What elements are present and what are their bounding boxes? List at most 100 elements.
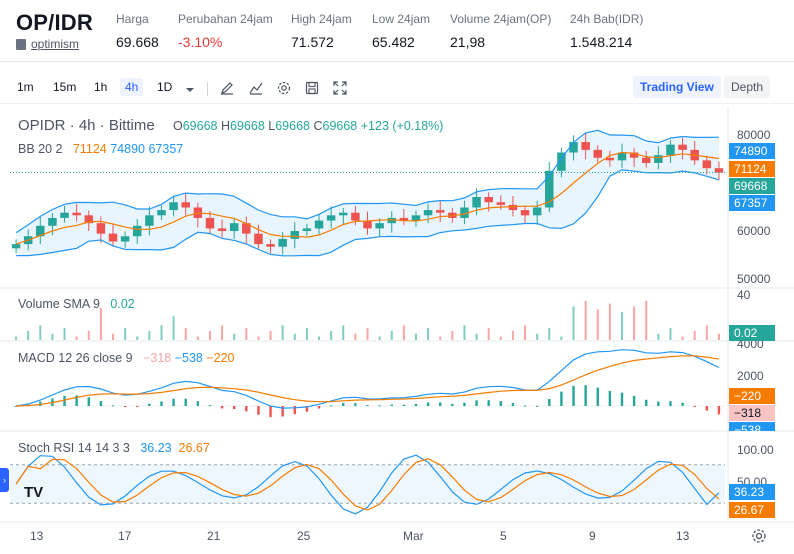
macd-histogram-bar [487,400,490,406]
macd-histogram-bar [499,401,503,406]
macd-histogram-bar [632,395,636,406]
fullscreen-icon[interactable] [333,81,347,95]
macd-histogram-bar [281,406,284,417]
macd-histogram-bar [669,401,672,406]
legend-change: +123 (+0.18%) [360,119,444,133]
macd-histogram-bar [511,403,515,406]
macd-histogram-bar [123,406,127,408]
candle-body [229,223,239,232]
candle-body [145,215,154,226]
macd-histogram-bar [305,406,309,412]
bb-mid-value: 74890 [110,142,145,156]
volume-bar [124,328,127,340]
price-tick: 60000 [737,224,771,238]
candle-body [242,223,251,234]
pair-subtitle[interactable]: optimism [16,37,79,51]
time-tick: 25 [297,529,311,543]
candle-body [375,223,384,229]
vol-value: 0.02 [110,297,135,311]
interval-1m[interactable]: 1m [17,80,34,94]
legend-o-value: 69668 [182,119,218,133]
bb-lower-value: 67357 [148,142,184,156]
trading-view-tab[interactable]: Trading View [633,76,721,98]
macd-histogram-bar [451,403,454,406]
candle-body [435,210,445,213]
candle-body [678,144,687,150]
tradingview-logo: TV [24,484,44,501]
macd-histogram-bar [354,403,357,406]
volume-bar [318,336,321,340]
candle-body [205,217,215,229]
volume-bar [99,307,102,340]
candle-body [654,155,663,163]
volume-tick: 40 [737,288,751,302]
macd-histogram-bar [99,401,103,406]
volume-bar [487,328,490,340]
stoch-label: Stoch RSI 14 14 3 3 [18,441,130,455]
draw-icon[interactable] [220,81,234,95]
candle-body [169,202,178,211]
legend-c-value: 69668 [322,119,358,133]
macd-histogram-bar [342,402,345,406]
candle-body [326,215,336,221]
volume-bar [281,325,284,340]
candle-body [108,233,118,242]
price-tick: 50000 [737,272,771,286]
macd-histogram-bar [560,391,563,406]
volume-bar [136,336,139,340]
macd-histogram-bar [426,402,430,406]
time-tick: 13 [30,529,44,543]
volume-price-label: 0.02 [729,325,775,341]
volume-bar [548,328,551,340]
bb-lower-line [16,169,720,257]
indicator-icon[interactable] [249,81,263,95]
chevron-down-icon[interactable] [183,83,197,97]
macd-histogram-bar [572,385,575,406]
volume-bar [717,333,720,340]
candle-body [520,210,530,216]
chart-settings-icon[interactable] [751,528,767,544]
volume-bar [305,328,308,340]
depth-tab[interactable]: Depth [724,76,771,98]
volume-bar [366,328,369,340]
time-tick: 13 [676,529,690,543]
stat-low: Low 24jam 65.482 [372,12,430,50]
interval-1h[interactable]: 1h [94,80,108,94]
candle-body [72,212,81,216]
legend-symbol: OPIDR · 4h · Bittime [18,117,155,134]
side-panel-toggle[interactable]: › [0,468,9,492]
stoch-d-line [15,458,720,511]
settings-icon[interactable] [277,81,291,95]
interval-15m[interactable]: 15m [53,80,77,94]
coin-link[interactable]: optimism [31,37,80,51]
volume-bar [160,325,163,340]
legend-bb[interactable]: BB 20 2 71124 74890 67357 [18,142,183,156]
bb-upper-value: 71124 [72,142,107,156]
macd-signal-price-label: −220 [729,388,775,404]
volume-bar [378,336,381,340]
time-tick: 9 [589,529,596,543]
macd-histogram-bar [645,399,648,406]
stat-value: 1.548.214 [570,34,633,50]
interval-4h[interactable]: 4h [120,78,144,96]
macd-signal-line [16,355,720,407]
bb-upper-line [15,129,719,234]
candle-body [641,157,651,163]
volume-bar [184,328,187,340]
bb-mid-price-label: 71124 [729,161,775,177]
pair-title: OP/IDR [16,10,93,35]
stoch-d-value: 26.67 [178,441,210,455]
macd-histogram-bar [548,398,551,406]
macd-hist-price-label: −318 [729,405,775,421]
save-icon[interactable] [305,81,319,95]
volume-bar [511,330,514,340]
macd-histogram-bar [329,405,333,407]
legend-volume[interactable]: Volume SMA 9 0.02 [18,297,135,311]
legend-macd[interactable]: MACD 12 26 close 9 −318 −538 −220 [18,351,235,365]
legend-stoch[interactable]: Stoch RSI 14 14 3 3 36.23 26.67 [18,441,210,455]
macd-histogram-bar [148,403,151,406]
macd-histogram-bar [136,406,139,407]
interval-1d[interactable]: 1D [157,80,173,94]
candle-body [702,160,712,169]
